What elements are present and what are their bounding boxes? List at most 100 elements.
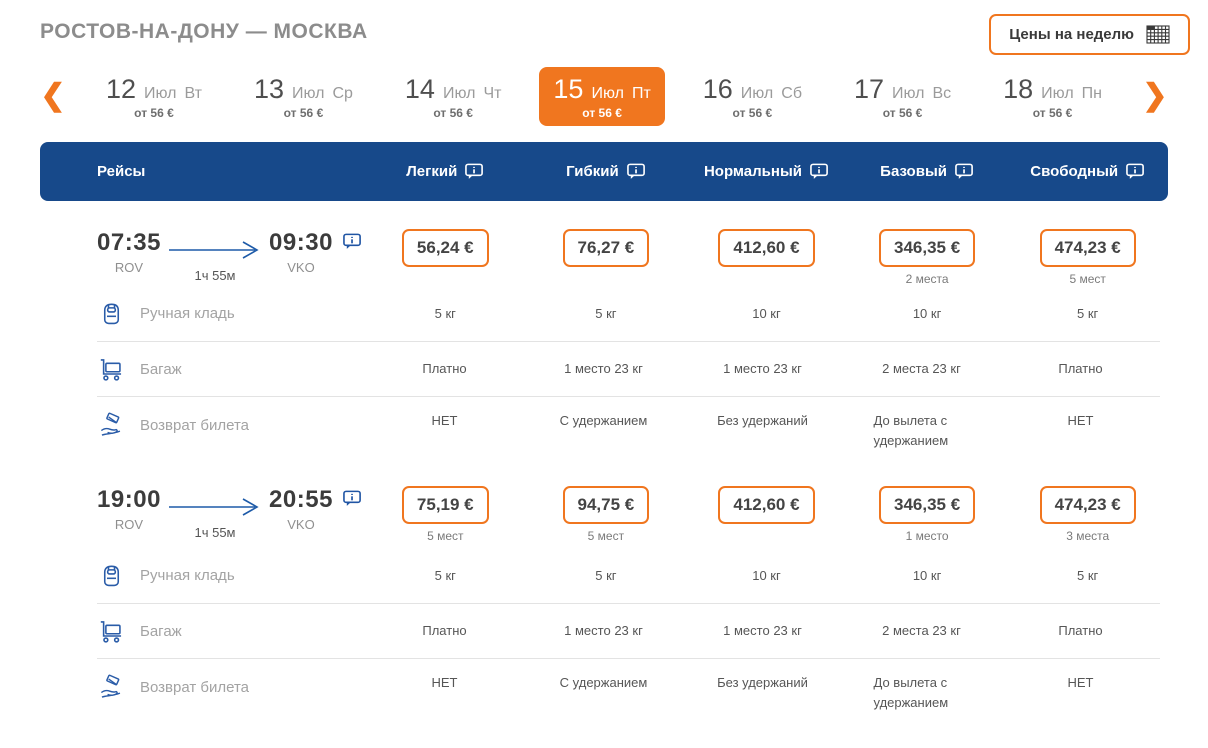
fare-price-button[interactable]: 346,35 € <box>878 486 976 524</box>
date-price-from: от 56 € <box>882 105 923 120</box>
date-cell-14-jul[interactable]: 14 Июл Чт от 56 € <box>391 67 516 126</box>
date-day: 13 <box>253 73 284 104</box>
date-month: Июл <box>1041 84 1074 102</box>
hand-luggage-value: 5 кг <box>434 305 456 321</box>
date-cell-13-jul[interactable]: 13 Июл Ср от 56 € <box>240 67 367 126</box>
date-weekday: Сб <box>781 84 802 102</box>
info-icon[interactable] <box>1126 163 1145 180</box>
flights-column-header: Рейсы <box>97 163 146 180</box>
hand-luggage-value: 5 кг <box>1077 305 1099 321</box>
seats-left: 5 мест <box>427 529 464 543</box>
date-month: Июл <box>591 84 624 102</box>
date-cell-18-jul[interactable]: 18 Июл Пн от 56 € <box>989 67 1116 126</box>
fare-price-button[interactable]: 75,19 € <box>401 486 489 524</box>
baggage-cart-icon <box>97 355 125 383</box>
arrow-right-icon <box>169 241 259 259</box>
info-icon[interactable] <box>465 163 484 180</box>
refund-value: С удержанием <box>559 413 648 428</box>
fare-price-button[interactable]: 412,60 € <box>718 486 815 524</box>
date-strip: ❮ 12 Июл Вт от 56 € 13 Июл Ср от 56 € 14 Июл Ч… <box>40 65 1168 127</box>
info-icon[interactable] <box>955 163 974 180</box>
fare-table-header: Рейсы Легкий Гибкий Нормальный Базовый С… <box>40 142 1168 201</box>
fare-price-button[interactable]: 412,60 € <box>718 229 815 267</box>
arrow-right-icon <box>169 498 259 516</box>
date-price-from: от 56 € <box>283 105 324 120</box>
baggage-label: Багаж <box>140 622 182 640</box>
backpack-icon <box>97 300 125 328</box>
date-day: 18 <box>1003 73 1034 104</box>
fare-price-button[interactable]: 474,23 € <box>1039 486 1136 524</box>
flight-arrow: 1ч 55м <box>163 486 267 540</box>
departure-time: 19:00 <box>97 486 161 513</box>
date-cell-12-jul[interactable]: 12 Июл Вт от 56 € <box>92 67 216 126</box>
refund-label: Возврат билета <box>140 678 250 696</box>
price-cell: 75,19 € 5 мест <box>365 486 526 543</box>
baggage-value: 1 место 23 кг <box>723 623 802 639</box>
week-prices-button[interactable]: Цены на неделю <box>989 14 1190 55</box>
departure-time: 07:35 <box>97 229 161 256</box>
date-cell-17-jul[interactable]: 17 Июл Вс от 56 € <box>840 67 965 126</box>
info-icon[interactable] <box>810 163 829 180</box>
fare-price-button[interactable]: 346,35 € <box>878 229 976 267</box>
flight-arrow: 1ч 55м <box>163 229 267 283</box>
fare-column-normal[interactable]: Нормальный <box>686 163 847 180</box>
fare-column-basic[interactable]: Базовый <box>847 163 1008 180</box>
refund-value: Без удержаний <box>717 675 808 690</box>
info-icon[interactable] <box>626 163 646 180</box>
refund-value: НЕТ <box>431 413 458 428</box>
baggage-row: Багаж Платно 1 место 23 кг 1 место 23 кг… <box>97 341 1160 396</box>
prev-week-arrow[interactable]: ❮ <box>40 79 66 112</box>
baggage-cart-icon <box>97 617 125 645</box>
date-weekday: Вт <box>184 84 202 102</box>
baggage-value: Платно <box>1058 361 1103 377</box>
date-day: 12 <box>105 73 137 104</box>
hand-luggage-value: 10 кг <box>912 567 942 583</box>
seats-left: 5 мест <box>587 529 625 543</box>
next-week-arrow[interactable]: ❯ <box>1142 79 1168 112</box>
date-day: 16 <box>702 73 733 104</box>
date-day: 14 <box>404 73 435 104</box>
price-cell: 412,60 € <box>686 229 847 286</box>
hand-luggage-value: 5 кг <box>434 567 456 583</box>
refund-value: С удержанием <box>559 675 648 690</box>
flight-duration: 1ч 55м <box>194 268 236 283</box>
date-weekday: Пт <box>631 84 651 102</box>
fare-column-light[interactable]: Легкий <box>365 163 526 180</box>
date-weekday: Чт <box>483 84 502 102</box>
date-cell-16-jul[interactable]: 16 Июл Сб от 56 € <box>689 67 816 126</box>
hand-luggage-value: 5 кг <box>1077 567 1099 583</box>
price-cell: 346,35 € 2 места <box>847 229 1008 286</box>
baggage-value: Платно <box>422 361 467 377</box>
date-month: Июл <box>144 84 177 102</box>
fare-column-flex[interactable]: Гибкий <box>526 163 687 180</box>
arrival-time: 09:30 <box>269 229 333 256</box>
ticket-refund-icon <box>97 673 125 701</box>
hand-luggage-value: 10 кг <box>752 567 781 583</box>
date-price-from: от 56 € <box>582 105 622 120</box>
seats-left: 3 места <box>1066 529 1110 543</box>
fare-price-button[interactable]: 474,23 € <box>1039 229 1136 267</box>
hand-luggage-value: 5 кг <box>595 567 617 583</box>
fare-column-label: Легкий <box>406 163 458 180</box>
date-month: Июл <box>292 84 325 102</box>
fare-column-label: Нормальный <box>703 163 802 180</box>
fare-price-button[interactable]: 76,27 € <box>562 229 650 267</box>
refund-value: До вылета с удержанием <box>873 675 949 710</box>
ticket-refund-icon <box>97 411 125 439</box>
fare-price-button[interactable]: 94,75 € <box>562 486 650 524</box>
date-price-from: от 56 € <box>134 105 174 120</box>
hand-luggage-value: 5 кг <box>595 305 617 321</box>
fare-column-free[interactable]: Свободный <box>1007 163 1168 180</box>
flight-info-icon[interactable] <box>343 490 362 507</box>
departure-block: 19:00 ROV <box>95 486 163 532</box>
flight-info-icon[interactable] <box>343 233 362 250</box>
price-cell: 346,35 € 1 место <box>847 486 1008 543</box>
price-cell: 474,23 € 3 места <box>1007 486 1168 543</box>
arrival-time: 20:55 <box>269 486 333 513</box>
arrival-block: 20:55 VKO <box>267 486 335 532</box>
fare-price-button[interactable]: 56,24 € <box>401 229 489 267</box>
hand-luggage-row: Ручная кладь 5 кг 5 кг 10 кг 10 кг 5 кг <box>40 548 1168 603</box>
refund-value: НЕТ <box>1067 413 1094 428</box>
date-cell-15-jul-selected[interactable]: 15 Июл Пт от 56 € <box>539 66 665 126</box>
